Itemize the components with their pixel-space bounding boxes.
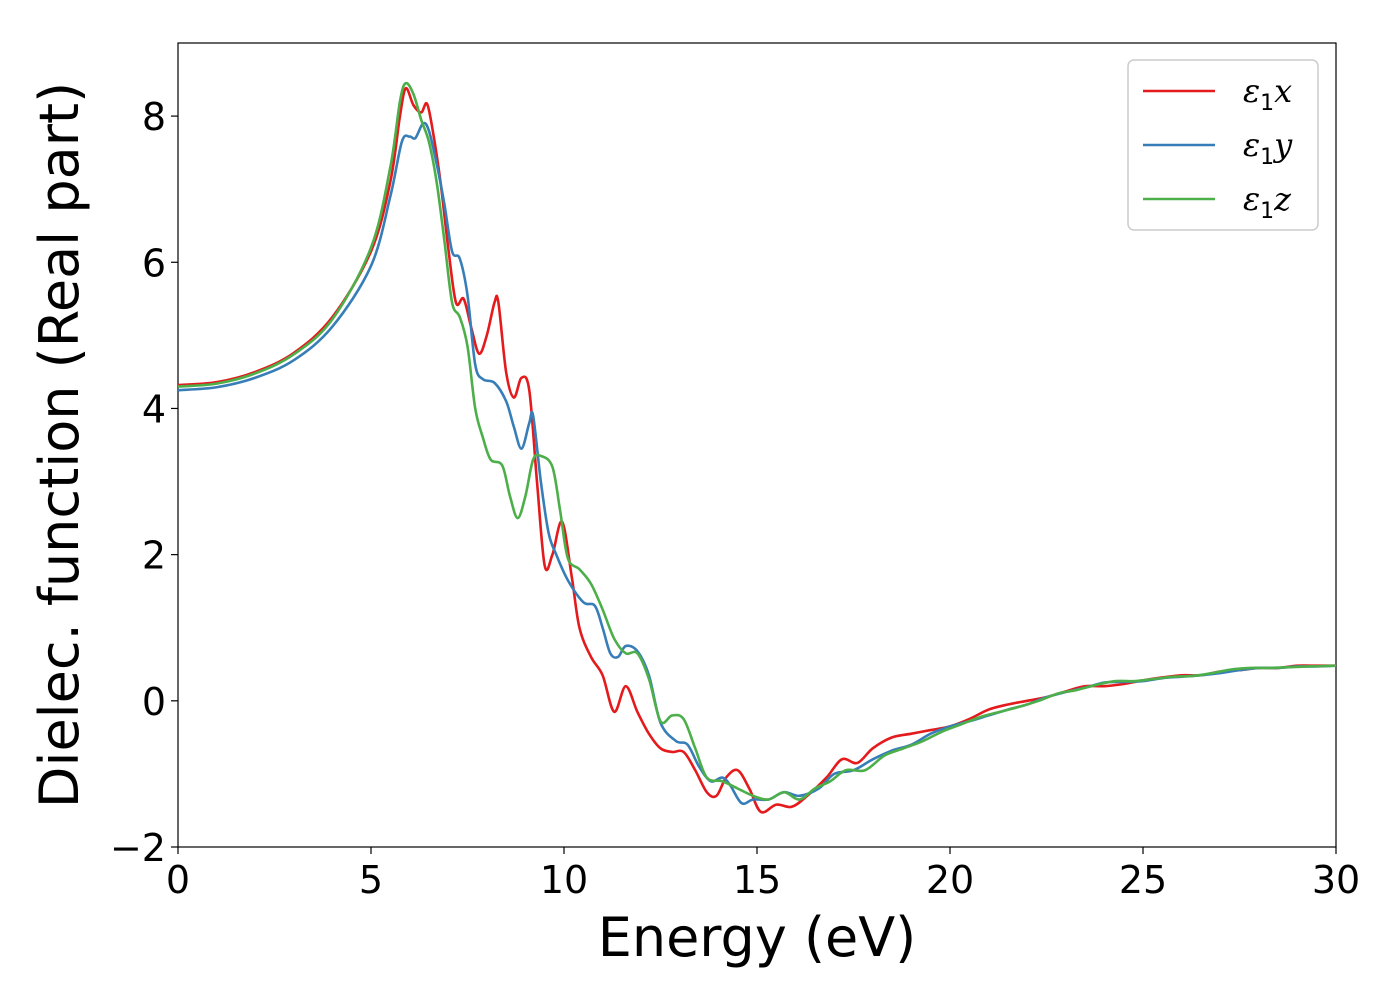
legend-label-y: ε1y: [1243, 126, 1293, 170]
y-tick-label: 6: [142, 241, 166, 285]
legend-label-z: ε1z: [1243, 180, 1292, 224]
y-axis-title: Dielec. function (Real part): [28, 82, 91, 808]
legend-box: [1127, 59, 1319, 231]
legend: ε1x ε1y ε1z: [1127, 59, 1319, 231]
series-layer: [177, 81, 1337, 814]
x-tick-label: 0: [166, 858, 190, 902]
series-line-z: [177, 81, 1337, 801]
x-tick-label: 5: [359, 858, 383, 902]
y-tick-label: −2: [110, 826, 166, 870]
x-tick-label: 25: [1119, 858, 1167, 902]
y-tick-label: 4: [142, 387, 166, 431]
x-axis-title: Energy (eV): [598, 906, 917, 969]
y-axis-ticks: −2 0 2 4 6 8: [110, 95, 178, 870]
y-tick-label: 0: [142, 680, 166, 724]
x-tick-label: 15: [733, 858, 781, 902]
x-tick-label: 30: [1312, 858, 1360, 902]
x-tick-label: 10: [540, 858, 588, 902]
x-axis-ticks: 0 5 10 15 20 25 30: [166, 847, 1360, 902]
legend-label-x: ε1x: [1243, 72, 1292, 116]
y-tick-label: 8: [142, 95, 166, 139]
y-tick-label: 2: [142, 534, 166, 578]
x-tick-label: 20: [926, 858, 974, 902]
